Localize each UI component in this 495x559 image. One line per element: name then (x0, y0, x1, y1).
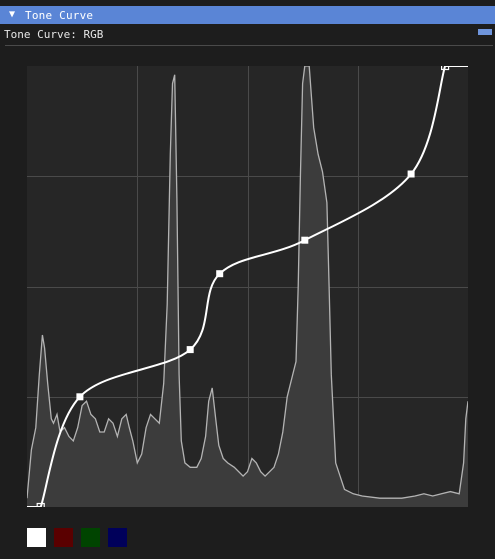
channel-swatch-b[interactable] (108, 528, 127, 547)
separator (5, 45, 493, 46)
curve-mode-label: Tone Curve: RGB (4, 28, 104, 41)
histogram-fill (27, 66, 468, 507)
curve-control-point[interactable] (216, 270, 224, 278)
curve-control-point[interactable] (301, 236, 309, 244)
curve-endpoint-handle[interactable] (36, 502, 45, 508)
panel-title-bar[interactable]: ▼ Tone Curve (0, 6, 495, 24)
curve-endpoint-handle[interactable] (441, 66, 450, 71)
control-points[interactable] (36, 66, 450, 508)
histogram-line (27, 66, 468, 499)
grid-lines (27, 66, 468, 507)
histogram (27, 66, 468, 507)
curve-control-point[interactable] (186, 346, 194, 354)
curve-control-point[interactable] (407, 170, 415, 178)
triangle-down-icon[interactable]: ▼ (9, 9, 16, 20)
channel-swatch-r[interactable] (54, 528, 73, 547)
channel-selector[interactable] (27, 528, 135, 547)
panel-title: Tone Curve (25, 8, 94, 22)
channel-swatch-g[interactable] (81, 528, 100, 547)
channel-mode-button[interactable] (478, 29, 492, 35)
channel-swatch-rgb[interactable] (27, 528, 46, 547)
tone-curve-editor[interactable] (27, 66, 468, 507)
tone-curve-canvas[interactable] (27, 66, 468, 507)
curve-control-point[interactable] (76, 393, 84, 401)
